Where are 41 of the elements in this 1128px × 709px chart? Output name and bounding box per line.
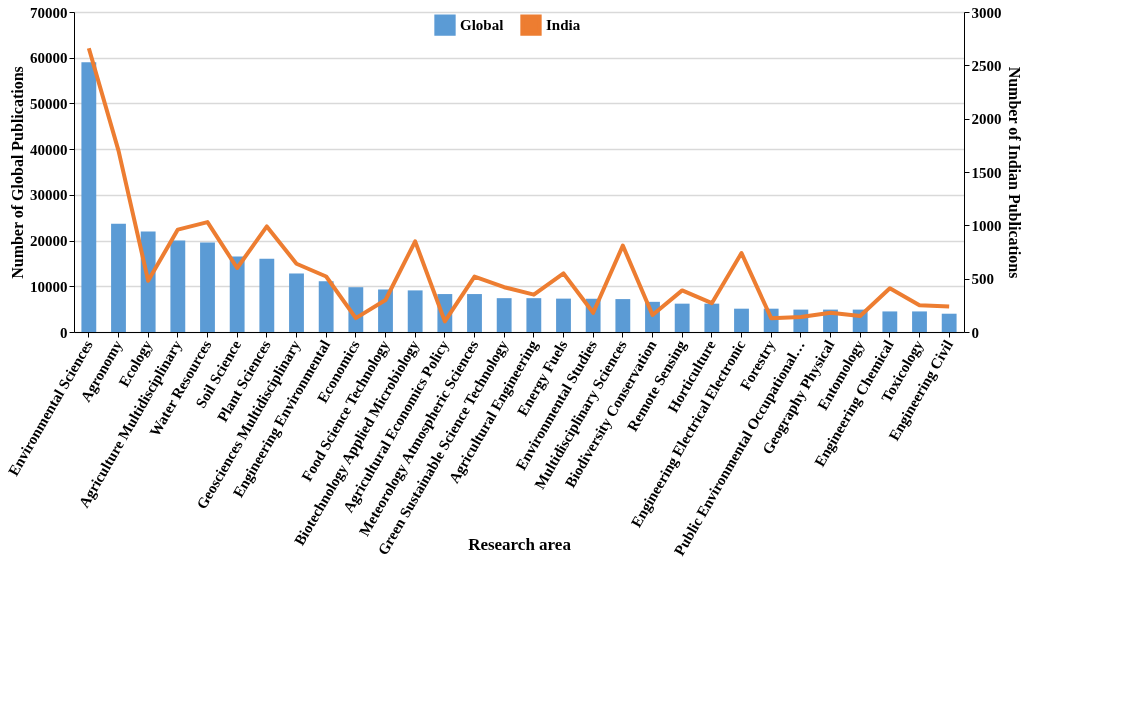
bar (526, 298, 542, 332)
line-series (86, 46, 952, 324)
bar (259, 258, 275, 332)
x-axis-title: Research area (468, 534, 572, 554)
y-tick-label: 30000 (30, 187, 68, 204)
legend-label: India (546, 17, 581, 34)
y-tick-label: 20000 (30, 233, 68, 250)
bar (496, 298, 512, 332)
bar (318, 281, 334, 332)
y-tick-label: 60000 (30, 50, 68, 67)
y-tick-label: 50000 (30, 95, 68, 112)
bar (289, 273, 304, 332)
y-tick-label: 40000 (30, 141, 68, 158)
bar (882, 311, 898, 332)
bar (912, 311, 927, 332)
y2-tick-label: 0 (971, 324, 979, 341)
bar (111, 223, 126, 332)
y2-tick-label: 1000 (971, 217, 1002, 234)
y2-tick-label: 2500 (971, 57, 1002, 74)
y-tick-label: 70000 (30, 4, 68, 21)
y2-tick-label: 2000 (971, 111, 1002, 128)
bar (556, 298, 571, 332)
y-tick-label: 10000 (30, 278, 68, 295)
y2-tick-label: 500 (971, 271, 994, 288)
bar (704, 303, 720, 332)
y2-tick-label: 1500 (971, 164, 1002, 181)
bar (615, 299, 631, 332)
bar (170, 240, 186, 332)
bar (81, 62, 97, 332)
bar (200, 242, 215, 332)
y2-axis-title: Number of Indian Publications (1005, 66, 1023, 279)
bar (229, 256, 245, 332)
bar (467, 294, 482, 332)
bar (734, 308, 749, 332)
y2-tick-label: 3000 (971, 4, 1002, 21)
bar (941, 313, 957, 332)
y-axis-title: Number of Global Publications (9, 66, 26, 279)
bar (407, 290, 423, 332)
legend-label: Global (460, 17, 504, 34)
bar (674, 303, 690, 332)
y-tick-label: 0 (60, 324, 68, 341)
